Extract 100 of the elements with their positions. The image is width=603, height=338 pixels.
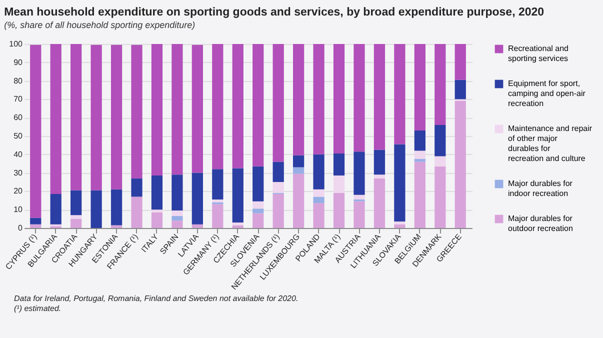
bar: [434, 156, 446, 166]
bar: [70, 190, 82, 216]
bar: [252, 201, 264, 209]
bar: [151, 212, 163, 228]
bar: [374, 174, 386, 178]
legend-label: Recreational and sporting services: [508, 44, 568, 63]
bar: [374, 150, 386, 175]
bar: [414, 44, 426, 130]
bar: [272, 44, 284, 162]
bar: [50, 194, 62, 224]
bar: [151, 176, 163, 210]
bar: [212, 169, 224, 200]
bar: [434, 44, 446, 125]
legend-label: Major durables for indoor recreation: [508, 179, 573, 198]
bar: [414, 150, 426, 159]
bar: [293, 155, 304, 168]
bar: [172, 220, 183, 228]
bar: [70, 44, 82, 190]
bar: [313, 196, 324, 204]
bar: [354, 194, 365, 200]
bar: [172, 216, 183, 221]
bar: [90, 190, 102, 228]
text: (¹) estimated.: [14, 304, 62, 314]
y-tick-label: 0: [18, 224, 24, 232]
y-tick-label: 70: [14, 94, 24, 104]
bar: [110, 225, 122, 228]
bar: [131, 44, 142, 178]
chart-title: Mean household expenditure on sporting goods and services, by broad expenditure purpose, 2020: [4, 6, 544, 18]
bar: [172, 210, 183, 216]
bar: [333, 176, 345, 194]
bar: [110, 189, 122, 226]
bar: [293, 44, 304, 156]
bar: [252, 208, 264, 214]
bar: [374, 44, 386, 150]
bar: [394, 224, 406, 228]
legend-label: Equipment for sport, camping and open-air recreation: [508, 79, 586, 108]
bar: [70, 218, 82, 228]
bar: [374, 178, 386, 228]
bar: [30, 44, 42, 218]
y-tick-label: 10: [14, 205, 24, 214]
bar: [252, 44, 264, 166]
y-tick-label: 40: [14, 150, 24, 159]
bar: [394, 44, 406, 144]
bar: [192, 44, 203, 173]
bar: [151, 210, 163, 212]
bar: [30, 224, 42, 228]
bar: [272, 194, 284, 228]
bar: [333, 193, 345, 228]
bar: [232, 44, 244, 168]
bar: [232, 168, 244, 222]
bar: [434, 166, 446, 228]
bar: [70, 215, 82, 219]
bar: [454, 80, 466, 100]
bar: [394, 222, 406, 224]
bar: [50, 44, 62, 194]
chart-subtitle: (%, share of all household sporting expenditure): [4, 20, 196, 30]
bar: [192, 172, 203, 224]
legend-label: Maintenance and repair of other major durables for recreation and culture: [508, 124, 592, 163]
bar: [252, 166, 264, 202]
bar: [110, 44, 122, 190]
bar: [313, 154, 324, 190]
bar: [354, 201, 365, 228]
bar: [354, 152, 365, 195]
bar: [414, 159, 426, 162]
bar: [434, 124, 446, 156]
bar: [172, 174, 183, 211]
bar: [414, 130, 426, 151]
bar: [212, 44, 224, 170]
bar: [293, 174, 304, 228]
text: Data for Ireland, Portugal, Romania, Finland and Sweden not available for 2020.: [14, 294, 300, 304]
y-tick-label: 30: [14, 168, 24, 178]
bar: [313, 203, 324, 228]
bar: [394, 144, 406, 222]
bar: [151, 44, 163, 176]
bar: [212, 204, 224, 228]
bar: [454, 44, 466, 80]
y-tick-label: 90: [14, 58, 24, 67]
bar: [313, 189, 324, 197]
bar: [272, 162, 284, 182]
y-tick-label: 50: [14, 132, 24, 140]
bar: [172, 44, 183, 175]
bar: [414, 162, 426, 228]
bar: [333, 153, 345, 176]
bar: [192, 224, 203, 228]
bar: [293, 167, 304, 174]
bar: [131, 178, 142, 197]
y-tick-label: 80: [14, 76, 24, 86]
bar: [354, 44, 365, 152]
bar: [232, 225, 244, 228]
y-tick-label: 20: [14, 186, 24, 196]
bar: [454, 101, 466, 228]
bar: [90, 44, 102, 190]
bar: [313, 44, 324, 154]
bar: [252, 213, 264, 228]
y-tick-label: 100: [9, 40, 24, 48]
bar: [131, 196, 142, 228]
bar: [272, 182, 284, 194]
bar: [30, 218, 42, 224]
y-tick-label: 60: [14, 113, 24, 122]
legend-label: Major durables for outdoor recreation: [508, 214, 573, 233]
